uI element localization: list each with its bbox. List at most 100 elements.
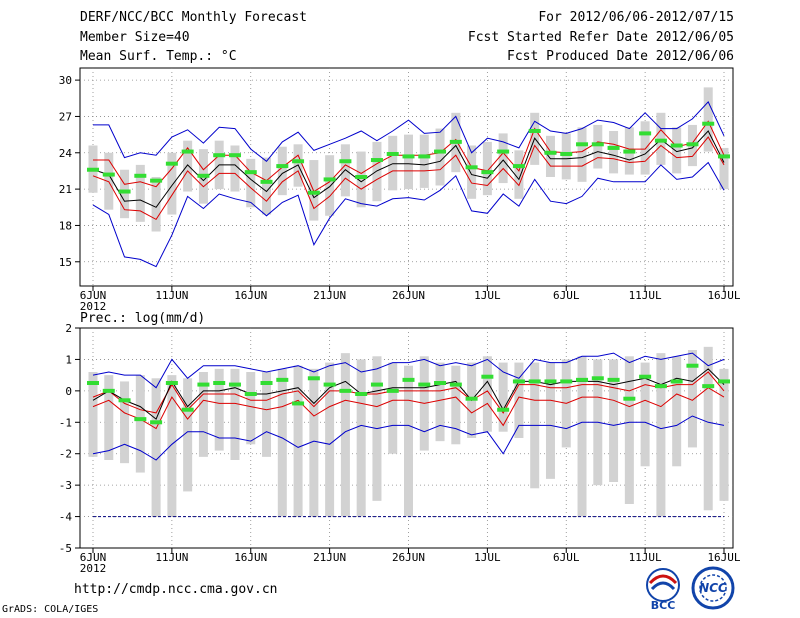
ensemble-box [498,133,508,184]
min-line [92,161,725,268]
green-marker [276,164,289,169]
x-tick-label: 26JUN [392,551,425,564]
green-marker [718,379,730,384]
green-marker [370,158,383,163]
ensemble-box [435,362,445,442]
grads-credit: GrADS: COLA/IGES [2,604,99,615]
green-marker [355,392,368,396]
green-marker [418,154,431,159]
ensemble-box [104,375,114,460]
y-tick-label: 27 [59,110,72,123]
green-marker [165,161,178,166]
ensemble-box [719,147,729,190]
ensemble-box [325,155,335,216]
y-tick-label: 18 [59,219,72,232]
green-marker [323,382,336,387]
green-marker [449,382,462,387]
ncc-logo-text: NCC [699,581,727,595]
green-marker [718,154,730,159]
ensemble-box [151,378,161,517]
ensemble-box [120,169,130,219]
x-tick-label: 11JUL [629,551,662,564]
ensemble-box [214,368,224,451]
lower-spread-line [92,136,725,221]
ensemble-box [104,152,114,210]
green-marker [686,363,699,368]
ensemble-box [167,375,177,517]
x-tick-label: 16JUL [707,289,740,302]
y-tick-label: -2 [59,448,72,461]
ensemble-box [545,362,555,479]
footer-url[interactable]: http://cmdp.ncc.cma.gov.cn [74,582,278,597]
x-tick-label: 11JUL [629,289,662,302]
ensemble-box [640,121,650,175]
green-marker [497,407,510,412]
y-tick-label: 15 [59,256,72,269]
ensemble-box [672,127,682,174]
ensemble-box [703,87,713,152]
ensemble-box [262,372,272,457]
ensemble-box [135,375,145,473]
ncc-logo: NCC [691,566,735,610]
ensemble-box [388,135,398,191]
green-marker [87,381,99,385]
ensemble-box [419,134,429,188]
green-marker [497,149,510,154]
ensemble-mean-line [92,368,725,420]
green-marker [355,175,368,179]
green-marker [228,382,241,387]
x-tick-label: 1JUL [474,551,501,564]
ensemble-box [435,128,445,186]
ensemble-box [482,356,492,432]
green-marker [102,388,115,393]
green-marker [449,139,462,144]
ensemble-box [262,157,272,215]
ensemble-box [609,130,619,174]
green-marker [181,407,194,412]
x-tick-label: 16JUN [234,289,267,302]
x-tick-label: 1JUL [474,289,501,302]
ensemble-box [545,135,555,177]
max-line [92,352,725,389]
y-tick-label: 30 [59,74,72,87]
ensemble-box [577,127,587,182]
green-marker [639,374,652,379]
ensemble-box [356,359,366,517]
ensemble-box [88,372,98,457]
upper-spread-line [92,371,725,414]
ensemble-box [561,133,571,180]
green-marker [481,374,494,379]
ensemble-box [593,124,603,169]
green-marker [465,165,478,170]
x-tick-sublabel: 2012 [80,562,107,575]
ensemble-box [482,141,492,196]
ensemble-box [120,381,130,464]
green-marker [528,128,541,133]
y-tick-label: 1 [65,353,72,366]
green-marker [686,142,699,147]
ensemble-box [356,151,366,208]
chart-panel-2: Prec.: log(mm/d)-5-4-3-2-10126JUN201211J… [59,311,741,575]
green-marker [591,142,604,147]
green-marker [292,401,305,406]
x-tick-label: 21JUN [313,551,346,564]
green-marker [465,396,478,401]
x-tick-label: 6JUL [553,289,580,302]
green-marker [402,154,415,159]
green-marker [197,173,210,178]
ensemble-box [467,145,477,199]
header-title: DERF/NCC/BCC Monthly Forecast [80,10,307,25]
green-marker [512,164,525,169]
x-tick-label: 16JUN [234,551,267,564]
x-tick-label: 26JUN [392,289,425,302]
ensemble-box [183,378,193,492]
y-tick-label: -3 [59,479,72,492]
green-marker [639,131,652,136]
green-marker [418,382,431,387]
green-marker [560,151,573,156]
x-tick-label: 6JUN [80,289,107,302]
ensemble-box [230,368,240,460]
green-marker [244,392,257,396]
green-marker [228,153,241,158]
ensemble-box [719,368,729,501]
